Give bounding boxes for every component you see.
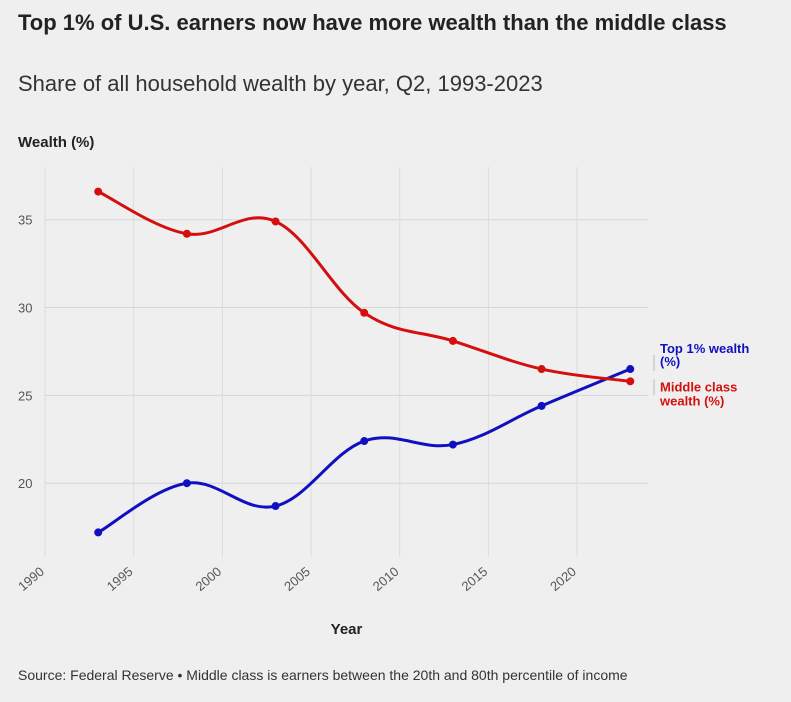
series-line-0 xyxy=(96,367,632,534)
data-point xyxy=(626,377,635,386)
x-tick-label: 2005 xyxy=(281,564,313,594)
data-point xyxy=(537,365,546,374)
data-point xyxy=(360,308,369,317)
data-point xyxy=(182,229,191,238)
gridlines xyxy=(44,167,648,557)
data-point xyxy=(182,479,191,488)
axis-ticks: 20 25 30 35 1990 1995 2000 2005 2010 2015 2020 xyxy=(15,213,579,594)
x-tick-label: 1990 xyxy=(15,564,47,594)
data-point xyxy=(626,365,635,374)
series-label-middle: wealth (%) xyxy=(659,393,724,408)
x-tick-label: 2000 xyxy=(192,564,224,594)
y-tick-label: 25 xyxy=(18,388,32,403)
line-chart: 20 25 30 35 1990 1995 2000 2005 2010 2015 2020 Top… xyxy=(15,167,749,638)
source-note: Source: Federal Reserve • Middle class i… xyxy=(18,667,628,683)
data-point xyxy=(537,401,546,410)
series-label-middle: Middle class xyxy=(660,379,737,394)
series-lines xyxy=(94,187,635,537)
data-point xyxy=(448,336,457,345)
x-tick-label: 2020 xyxy=(547,564,579,594)
x-tick-label: 1995 xyxy=(104,564,136,594)
y-axis-title: Wealth (%) xyxy=(18,134,95,151)
series-label-top1: Top 1% wealth xyxy=(660,341,749,356)
chart-title: Top 1% of U.S. earners now have more wea… xyxy=(18,10,727,35)
series-label-top1: (%) xyxy=(660,354,680,369)
x-tick-label: 2010 xyxy=(370,564,402,594)
data-point xyxy=(448,440,457,449)
data-point xyxy=(94,187,103,196)
x-axis-title: Year xyxy=(331,621,363,638)
data-point xyxy=(271,217,280,226)
data-point xyxy=(271,502,280,511)
x-tick-label: 2015 xyxy=(459,564,491,594)
y-tick-label: 35 xyxy=(18,213,32,228)
chart-subtitle: Share of all household wealth by year, Q… xyxy=(18,71,543,96)
y-tick-label: 20 xyxy=(18,476,32,491)
data-point xyxy=(94,528,103,537)
y-tick-label: 30 xyxy=(18,301,32,316)
data-point xyxy=(360,437,369,446)
